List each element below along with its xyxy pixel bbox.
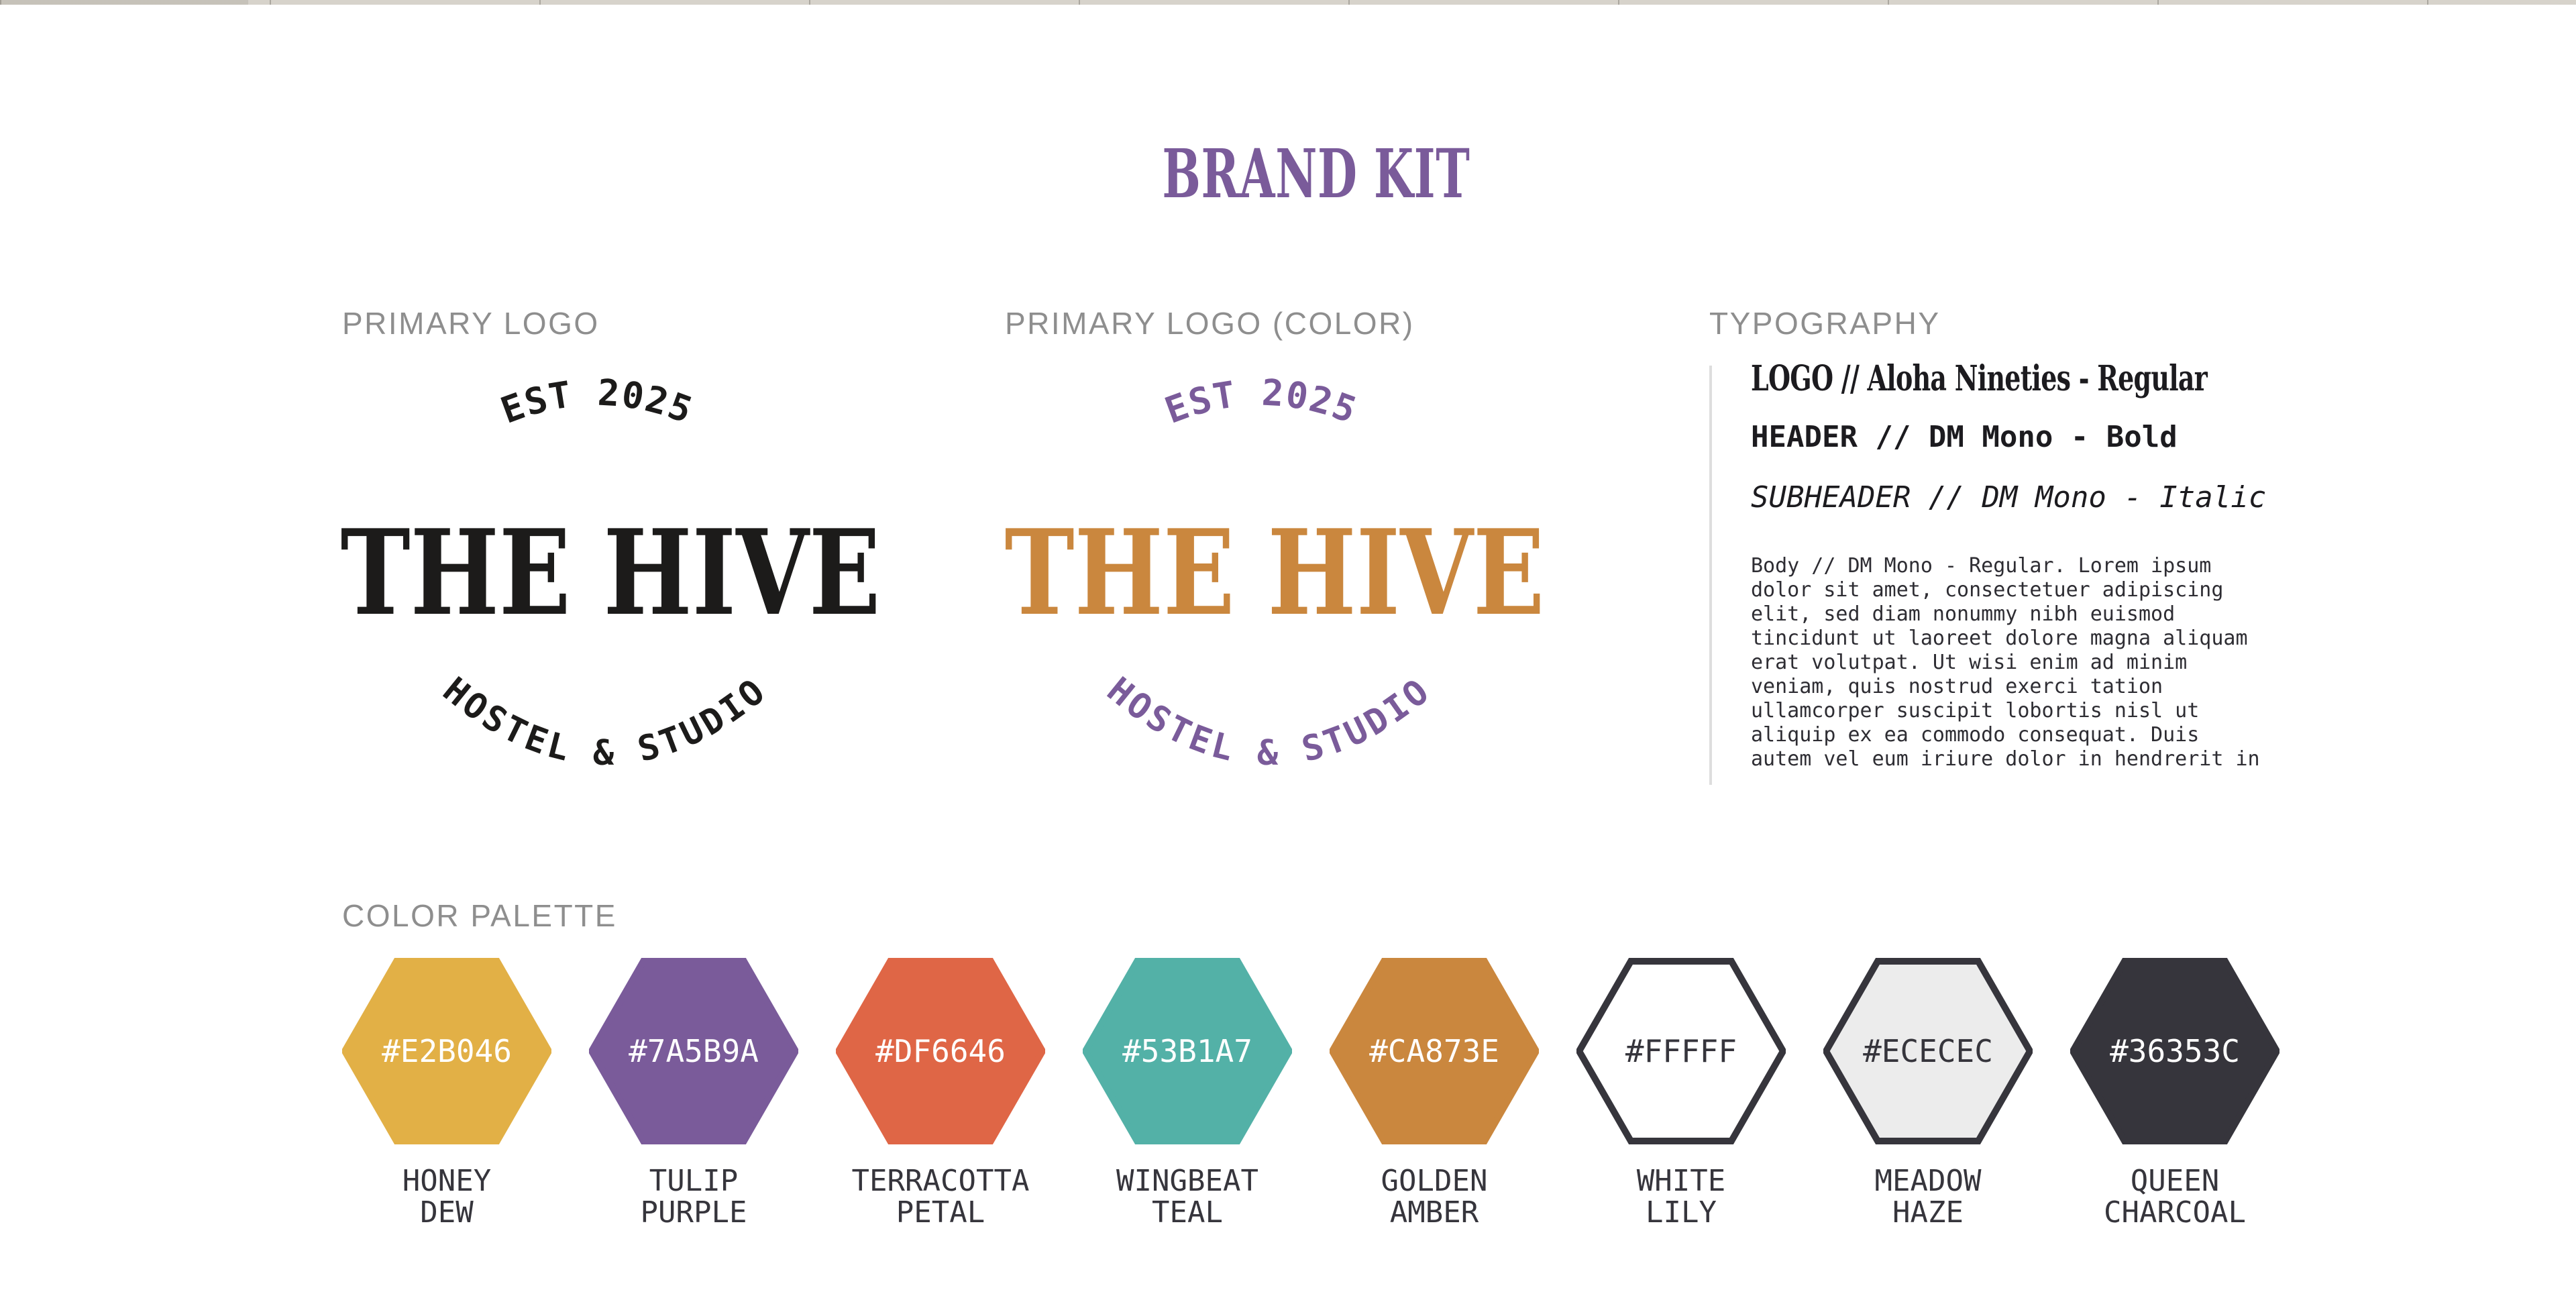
logo-tagline-arc: HOSTEL & STUDIO bbox=[435, 670, 775, 773]
typography-label: TYPOGRAPHY bbox=[1709, 306, 1941, 341]
hexagon-shape bbox=[342, 958, 551, 1144]
window-edge-strip bbox=[0, 0, 2576, 5]
swatch-name-terracotta-petal: TERRACOTTA PETAL bbox=[851, 1164, 1030, 1230]
swatch-hex-code: #E2B046 bbox=[382, 1033, 512, 1069]
swatch-hexagon-terracotta-petal: #DF6646 bbox=[836, 958, 1045, 1144]
color-palette-row: #E2B046 #7A5B9A #DF6646 #53B1A7 #CA873E … bbox=[342, 956, 2279, 1146]
hexagon-shape bbox=[2070, 958, 2279, 1144]
typography-section: LOGO // Aloha Nineties - Regular HEADER … bbox=[1709, 358, 2313, 801]
swatch-name-meadow-haze: MEADOW HAZE bbox=[1874, 1164, 1982, 1230]
swatch-hex-code: #FFFFF bbox=[1625, 1033, 1737, 1069]
primary-logo-color: EST 2025 THE HIVE HOSTEL & STUDIO bbox=[1005, 372, 1545, 773]
swatch-name-honey-dew: HONEY DEW bbox=[402, 1164, 492, 1230]
hexagon-shape bbox=[589, 958, 798, 1144]
swatch-hexagon-queen-charcoal: #36353C bbox=[2070, 958, 2279, 1144]
swatch-name-queen-charcoal: QUEEN CHARCOAL bbox=[2104, 1164, 2246, 1230]
typography-subheader-spec: SUBHEADER // DM Mono - Italic bbox=[1751, 480, 2267, 515]
swatch-name-golden-amber: GOLDEN AMBER bbox=[1381, 1164, 1488, 1230]
logo-wordmark-color: THE HIVE bbox=[1005, 504, 1545, 642]
logo-est-arc-color: EST 2025 bbox=[1159, 372, 1362, 432]
logo-tagline-arc-color: HOSTEL & STUDIO bbox=[1099, 670, 1439, 773]
page-title: BRAND KIT bbox=[1162, 134, 1470, 213]
swatch-hexagon-golden-amber: #CA873E bbox=[1330, 958, 1539, 1144]
logo-est-arc: EST 2025 bbox=[495, 372, 698, 432]
swatch-hexagon-tulip-purple: #7A5B9A bbox=[589, 958, 798, 1144]
swatch-name-wingbeat-teal: WINGBEAT TEAL bbox=[1116, 1164, 1258, 1230]
swatch-hexagon-wingbeat-teal: #53B1A7 bbox=[1083, 958, 1292, 1144]
color-palette-label: COLOR PALETTE bbox=[342, 898, 617, 933]
swatch-name-white-lily: WHITE LILY bbox=[1636, 1164, 1726, 1230]
swatch-name-tulip-purple: TULIP PURPLE bbox=[640, 1164, 747, 1230]
swatch-hex-code: #ECECEC bbox=[1863, 1033, 1993, 1069]
swatch-hex-code: #53B1A7 bbox=[1122, 1033, 1252, 1069]
swatch-hexagon-white-lily: #FFFFF bbox=[1576, 958, 1786, 1144]
swatch-hexagon-meadow-haze: #ECECEC bbox=[1823, 958, 2033, 1144]
hexagon-shape bbox=[1330, 958, 1539, 1144]
swatch-hex-code: #36353C bbox=[2110, 1033, 2240, 1069]
typography-header-spec: HEADER // DM Mono - Bold bbox=[1751, 420, 2178, 454]
color-name-row: HONEY DEW TULIP PURPLE TERRACOTTA PETAL … bbox=[342, 1165, 2279, 1228]
typography-body-spec: Body // DM Mono - Regular. Lorem ipsum d… bbox=[1751, 554, 2260, 771]
hexagon-shape bbox=[1576, 958, 1786, 1144]
primary-logo-label: PRIMARY LOGO bbox=[342, 306, 600, 341]
primary-logo-color-label: PRIMARY LOGO (COLOR) bbox=[1005, 306, 1415, 341]
swatch-hex-code: #DF6646 bbox=[875, 1033, 1006, 1069]
swatch-hexagon-honey-dew: #E2B046 bbox=[342, 958, 551, 1144]
typography-divider bbox=[1709, 366, 1712, 785]
hexagon-shape bbox=[1823, 958, 2033, 1144]
swatch-hex-code: #CA873E bbox=[1369, 1033, 1499, 1069]
typography-logo-spec: LOGO // Aloha Nineties - Regular bbox=[1751, 358, 2208, 399]
hexagon-shape bbox=[836, 958, 1045, 1144]
primary-logo-black: EST 2025 THE HIVE HOSTEL & STUDIO bbox=[341, 372, 881, 773]
hexagon-shape bbox=[1083, 958, 1292, 1144]
swatch-hex-code: #7A5B9A bbox=[629, 1033, 759, 1069]
logo-wordmark: THE HIVE bbox=[341, 504, 881, 642]
